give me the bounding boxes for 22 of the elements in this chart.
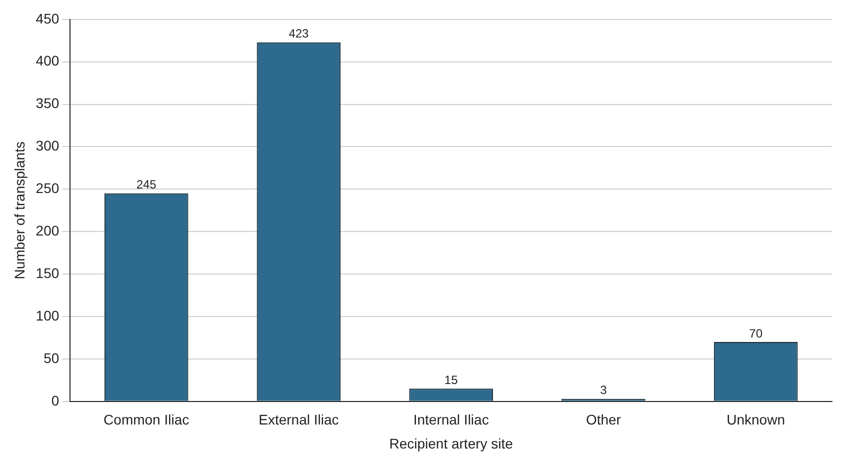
data-label: 15 bbox=[444, 372, 458, 387]
y-tick-label: 150 bbox=[36, 264, 60, 281]
y-axis-title: Number of transplants bbox=[11, 142, 28, 280]
y-tick-label: 0 bbox=[51, 392, 60, 408]
y-tick-label: 350 bbox=[36, 95, 60, 112]
y-tick-label: 450 bbox=[36, 10, 60, 26]
y-tick-label: 400 bbox=[36, 52, 60, 69]
x-axis-title: Recipient artery site bbox=[389, 435, 514, 452]
y-tick-label: 50 bbox=[44, 350, 60, 366]
data-label: 3 bbox=[600, 383, 608, 398]
y-tick-label: 100 bbox=[36, 307, 60, 324]
data-label: 245 bbox=[136, 178, 157, 192]
y-tick-label: 300 bbox=[36, 138, 60, 154]
y-tick-label: 200 bbox=[36, 222, 60, 238]
x-tick-label: Common Iliac bbox=[104, 412, 190, 428]
data-label: 423 bbox=[288, 26, 310, 41]
data-label: 70 bbox=[749, 326, 763, 340]
x-tick-label: External Iliac bbox=[258, 412, 339, 428]
y-tick-label: 250 bbox=[36, 180, 60, 196]
x-tick-label: Unknown bbox=[726, 412, 786, 428]
x-tick-label: Other bbox=[586, 412, 622, 428]
x-tick-label: Internal Iliac bbox=[413, 412, 489, 428]
